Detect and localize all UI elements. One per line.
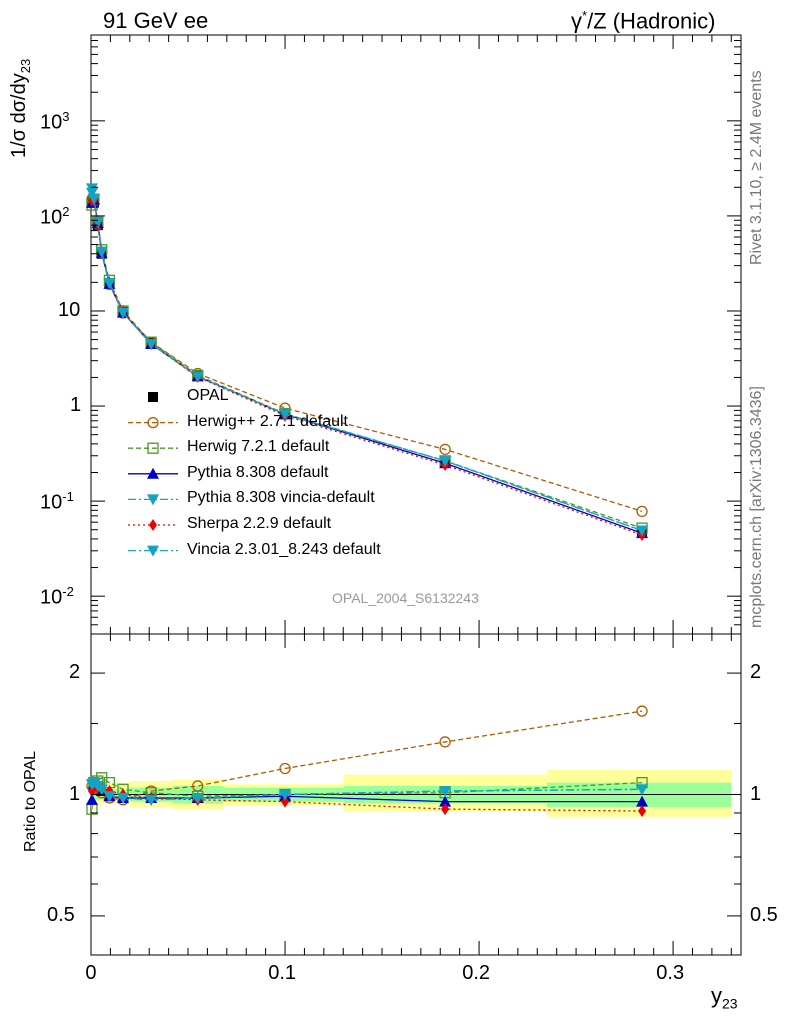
legend-entry-sherpa	[128, 519, 178, 531]
marker-circle-open	[147, 416, 159, 429]
series-main-data	[86, 197, 648, 537]
ratio-y-tick-label-right: 1	[750, 782, 762, 805]
legend-label: Pythia 8.308 default	[187, 463, 329, 481]
marker-triangle-down	[95, 246, 108, 258]
series-line	[91, 192, 643, 532]
side-text-rivet: Rivet 3.1.10, ≥ 2.4M events	[748, 70, 765, 265]
series-main-herwigpp	[86, 193, 648, 518]
marker-triangle-down	[117, 793, 130, 805]
marker-diamond	[149, 519, 157, 531]
marker-triangle-down	[103, 278, 116, 290]
series-main-vincia	[85, 183, 649, 537]
legend-entry-herwig7	[128, 442, 178, 454]
marker-triangle-down	[87, 193, 100, 205]
marker-triangle-down	[636, 784, 649, 796]
legend-entry-data	[148, 392, 158, 402]
marker-circle-open	[636, 705, 648, 717]
main-y-tick-label: 1	[70, 394, 82, 417]
marker-triangle-down	[117, 307, 130, 319]
legend-label: Herwig++ 2.7.1 default	[187, 412, 348, 430]
marker-triangle-down	[279, 789, 292, 801]
marker-triangle-down	[147, 494, 159, 506]
ratio-y-tick-label-right: 0.5	[750, 903, 778, 926]
main-y-tick-label: 103	[40, 108, 70, 134]
legend-label: OPAL	[187, 387, 229, 404]
legend-label: Sherpa 2.2.9 default	[187, 515, 332, 532]
lower-y-axis-title: Ratio to OPAL	[22, 750, 39, 852]
marker-triangle-down	[85, 183, 98, 195]
series-line	[91, 197, 643, 534]
legend	[128, 392, 178, 557]
main-y-tick-label: 102	[40, 203, 70, 229]
main-y-tick-label: 10-2	[40, 584, 74, 609]
main-y-tick-label: 10	[58, 298, 81, 321]
marker-triangle-up	[85, 793, 98, 805]
series-main-herwig7	[86, 193, 648, 534]
legend-entry-herwigpp	[128, 416, 178, 429]
x-tick-label: 0	[85, 962, 97, 984]
legend-entry-vincia	[128, 545, 178, 557]
marker-triangle-down	[103, 791, 116, 803]
marker-circle-open	[636, 505, 648, 518]
marker-triangle-up	[439, 795, 452, 807]
upper-y-axis-title: 1/σ dσ/dy23	[8, 58, 33, 158]
series-line	[91, 198, 643, 512]
marker-triangle-down	[95, 784, 108, 796]
x-tick-label: 0.2	[462, 962, 491, 984]
marker-triangle-down	[636, 525, 649, 537]
ratio-y-tick-label-left: 2	[69, 661, 81, 684]
axis-ticks	[90, 35, 741, 955]
marker-square-filled	[148, 392, 158, 402]
marker-diamond	[638, 805, 647, 818]
marker-square-open	[147, 442, 159, 454]
ratio-y-tick-label-left: 1	[69, 782, 81, 805]
header-left: 91 GeV ee	[103, 8, 209, 33]
marker-triangle-down	[439, 786, 452, 798]
ratio-y-tick-label-left: 0.5	[47, 903, 75, 926]
x-tick-label: 0.3	[656, 962, 685, 984]
series-line	[91, 198, 643, 529]
x-axis-title: y23	[711, 983, 738, 1012]
marker-triangle-down	[147, 545, 159, 557]
series-main-pythia_vincia	[85, 187, 649, 537]
marker-triangle-down	[145, 794, 158, 806]
legend-entry-pythia	[128, 467, 178, 479]
legend-label: Pythia 8.308 vincia-default	[187, 489, 375, 507]
marker-circle-open	[439, 736, 451, 748]
watermark: OPAL_2004_S6132243	[332, 590, 479, 606]
main-y-tick-label: 10-1	[40, 489, 74, 514]
marker-triangle-down	[191, 371, 204, 383]
series-layer	[85, 183, 649, 818]
marker-triangle-down	[191, 793, 204, 805]
marker-diamond	[441, 803, 450, 816]
marker-triangle-down	[279, 409, 292, 421]
marker-triangle-down	[145, 338, 158, 350]
header-right: γ*/Z (Hadronic)	[571, 8, 716, 34]
marker-triangle-up	[636, 795, 649, 807]
marker-triangle-up	[147, 467, 159, 479]
series-ratio-vincia	[85, 777, 649, 806]
marker-triangle-down	[439, 455, 452, 467]
marker-circle-open	[279, 762, 291, 775]
legend-label: Herwig 7.2.1 default	[187, 438, 330, 456]
series-main-pythia	[85, 193, 649, 539]
marker-diamond	[281, 795, 290, 808]
legend-label: Vincia 2.3.01_8.243 default	[187, 540, 381, 558]
marker-circle-open	[439, 443, 451, 456]
x-tick-label: 0.1	[268, 962, 297, 984]
side-text-mcplots: mcplots.cern.ch [arXiv:1306.3436]	[748, 386, 765, 628]
ratio-y-tick-label-right: 2	[750, 661, 762, 684]
series-line	[91, 188, 643, 532]
legend-entry-pythia_vincia	[128, 494, 178, 506]
